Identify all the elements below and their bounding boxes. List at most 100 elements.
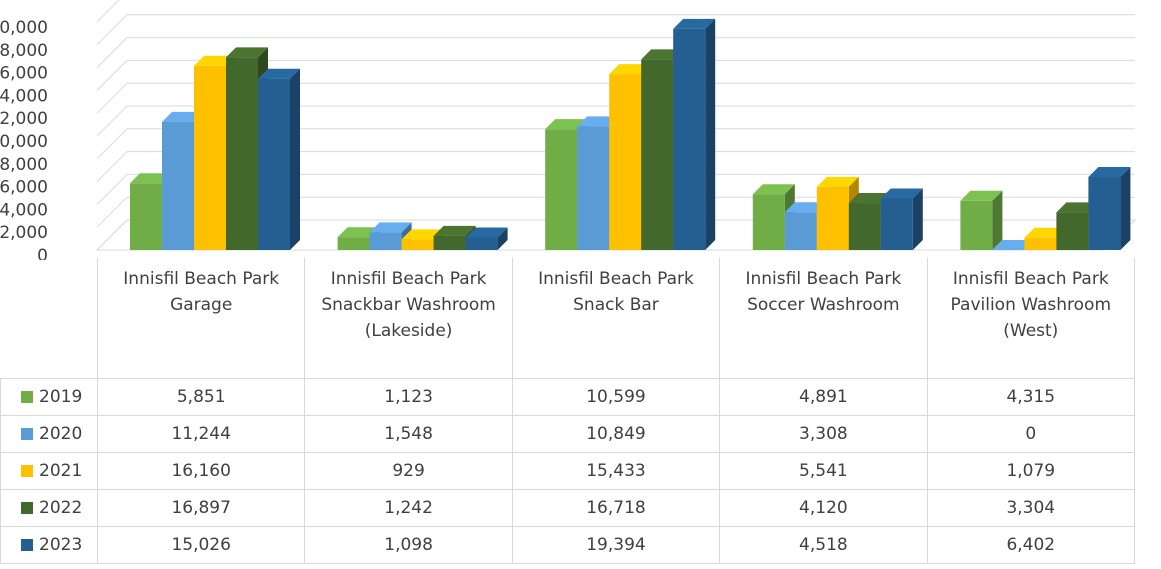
category-label: Innisfil Beach Park Snackbar Washroom (L… bbox=[304, 258, 513, 379]
bar-front bbox=[130, 183, 162, 250]
bar bbox=[1088, 167, 1131, 250]
bar-front bbox=[226, 57, 258, 250]
bar-front bbox=[369, 232, 402, 250]
legend-swatch bbox=[21, 501, 33, 514]
bar-side bbox=[992, 190, 1003, 250]
bar-top bbox=[752, 184, 795, 195]
legend-entry: 2022 bbox=[0, 488, 98, 527]
legend-entry: 2021 bbox=[0, 451, 98, 490]
bar-front bbox=[401, 239, 434, 250]
y-tick-label: 2,000 bbox=[0, 223, 48, 243]
bar-side bbox=[1120, 167, 1131, 250]
y-tick-label: 18,000 bbox=[0, 41, 48, 61]
bar-top bbox=[337, 227, 380, 238]
bar-top bbox=[545, 119, 588, 130]
bar-top bbox=[673, 18, 716, 29]
bar-front bbox=[433, 235, 466, 250]
data-label: 19,394 bbox=[511, 525, 721, 564]
bar-front bbox=[816, 186, 849, 250]
y-tick-label: 0 bbox=[37, 246, 48, 260]
data-label: 1,123 bbox=[304, 377, 513, 416]
grid-line bbox=[96, 173, 1135, 205]
bar-top bbox=[577, 116, 620, 127]
category-label: Innisfil Beach Park Garage bbox=[96, 258, 306, 379]
data-label: 3,308 bbox=[719, 414, 928, 453]
bar-front bbox=[1024, 237, 1057, 250]
bar bbox=[258, 68, 300, 250]
bar-side bbox=[497, 227, 508, 250]
bar-front bbox=[577, 126, 610, 250]
bar bbox=[992, 240, 1035, 250]
bar-top bbox=[369, 222, 412, 233]
category-label: Innisfil Beach Park Soccer Washroom bbox=[719, 258, 928, 379]
legend-label: 2019 bbox=[39, 386, 83, 407]
bar-top bbox=[1088, 167, 1131, 178]
data-label: 15,026 bbox=[96, 525, 306, 564]
bar-front bbox=[784, 212, 817, 250]
bar bbox=[673, 18, 716, 250]
bar-top bbox=[641, 49, 684, 60]
y-tick-label: 16,000 bbox=[0, 64, 48, 84]
category-label: Innisfil Beach Park Snack Bar bbox=[511, 258, 721, 379]
bar-top bbox=[960, 190, 1003, 201]
y-tick-label: 8,000 bbox=[0, 155, 48, 175]
data-label: 11,244 bbox=[96, 414, 306, 453]
data-label: 6,402 bbox=[926, 525, 1136, 564]
data-label: 5,541 bbox=[719, 451, 928, 490]
data-label: 15,433 bbox=[511, 451, 721, 490]
bar-top bbox=[194, 55, 236, 66]
legend-entry: 2019 bbox=[0, 377, 98, 416]
grid-line bbox=[96, 59, 1135, 91]
bar-front bbox=[960, 200, 993, 250]
bar-top bbox=[162, 111, 204, 122]
legend-swatch bbox=[21, 390, 33, 403]
bar-side bbox=[705, 18, 716, 250]
series-row: 2020 11,244 1,548 10,849 3,308 0 bbox=[0, 414, 1136, 453]
bar-top bbox=[880, 188, 923, 199]
y-tick-label: 20,000 bbox=[0, 18, 48, 38]
series-row: 2023 15,026 1,098 19,394 4,518 6,402 bbox=[0, 525, 1136, 564]
legend-swatch bbox=[21, 464, 33, 477]
bar-top bbox=[465, 227, 508, 238]
bar-front bbox=[337, 237, 370, 250]
series-row: 2021 16,160 929 15,433 5,541 1,079 bbox=[0, 451, 1136, 490]
grid-line bbox=[96, 0, 120, 23]
bar-front bbox=[258, 78, 290, 250]
data-label: 4,891 bbox=[719, 377, 928, 416]
data-label: 16,718 bbox=[511, 488, 721, 527]
y-tick-label: 6,000 bbox=[0, 178, 48, 198]
y-tick-label: 4,000 bbox=[0, 200, 48, 220]
bar-front bbox=[641, 59, 674, 251]
bar-front bbox=[1088, 177, 1121, 250]
data-label: 929 bbox=[304, 451, 513, 490]
grid-line bbox=[96, 196, 1135, 228]
legend-label: 2020 bbox=[39, 423, 83, 444]
bar-front bbox=[752, 194, 785, 250]
bar-front bbox=[673, 28, 706, 250]
bar-front bbox=[848, 203, 881, 250]
bar-front bbox=[609, 74, 642, 250]
bar-top bbox=[433, 225, 476, 236]
data-label: 1,548 bbox=[304, 414, 513, 453]
grid-line bbox=[96, 82, 1135, 114]
grid-line bbox=[96, 151, 1135, 182]
grid-line bbox=[96, 14, 1135, 46]
category-label: Innisfil Beach Park Pavilion Washroom (W… bbox=[926, 258, 1136, 379]
bar-top bbox=[816, 176, 859, 187]
legend-entry: 2020 bbox=[0, 414, 98, 453]
legend-label: 2021 bbox=[39, 460, 83, 481]
bar-front bbox=[465, 237, 498, 250]
bar-front bbox=[162, 121, 194, 251]
bar-front bbox=[880, 198, 913, 250]
bar-top bbox=[1024, 227, 1067, 238]
data-label: 10,849 bbox=[511, 414, 721, 453]
legend-entry: 2023 bbox=[0, 525, 98, 564]
bar bbox=[465, 227, 508, 250]
bar bbox=[880, 188, 923, 250]
bar-side bbox=[912, 188, 923, 250]
bar bbox=[960, 190, 1003, 250]
data-label: 5,851 bbox=[96, 377, 306, 416]
header-row: Innisfil Beach Park Garage Innisfil Beach… bbox=[0, 258, 1136, 379]
data-label: 10,599 bbox=[511, 377, 721, 416]
data-label: 1,098 bbox=[304, 525, 513, 564]
